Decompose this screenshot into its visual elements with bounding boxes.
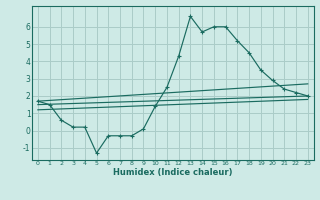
X-axis label: Humidex (Indice chaleur): Humidex (Indice chaleur) [113,168,233,177]
